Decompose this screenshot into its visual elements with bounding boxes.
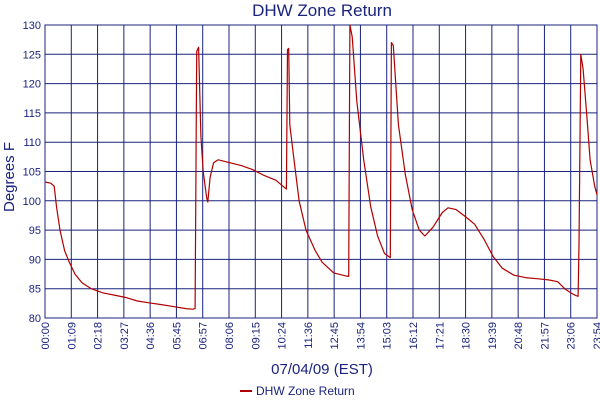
x-tick-label: 13:54	[355, 322, 367, 350]
x-tick-label: 09:15	[250, 322, 262, 350]
x-axis-label: 07/04/09 (EST)	[271, 361, 373, 378]
x-tick-label: 08:06	[224, 322, 236, 350]
x-tick-label: 23:54	[592, 322, 600, 350]
legend-label: DHW Zone Return	[256, 384, 355, 398]
x-tick-label: 04:36	[145, 322, 157, 350]
y-tick-label: 120	[23, 79, 41, 91]
x-tick-label: 00:00	[40, 322, 52, 350]
x-tick-label: 12:45	[329, 322, 341, 350]
y-tick-label: 95	[29, 225, 41, 237]
y-tick-label: 100	[23, 196, 41, 208]
y-tick-label: 115	[23, 108, 41, 120]
y-tick-label: 130	[23, 20, 41, 32]
x-tick-label: 16:12	[408, 322, 420, 350]
x-tick-label: 11:36	[303, 322, 315, 349]
x-tick-label: 05:45	[171, 322, 183, 350]
y-tick-label: 105	[23, 167, 41, 179]
axis-ticks: 80 85 90 95 100 105 110 115 120 125 130 00:00 01:09 0…	[23, 20, 600, 350]
series-line	[44, 24, 598, 310]
x-tick-label: 17:21	[434, 322, 446, 350]
x-tick-label: 01:09	[66, 322, 78, 350]
x-tick-label: 10:24	[277, 322, 289, 350]
x-tick-label: 20:48	[513, 322, 525, 350]
y-tick-label: 85	[29, 284, 41, 296]
y-tick-label: 125	[23, 49, 41, 61]
y-tick-label: 80	[29, 313, 41, 325]
grid-lines	[44, 24, 598, 319]
x-tick-label: 06:57	[198, 322, 210, 350]
x-tick-label: 02:18	[93, 322, 105, 350]
x-tick-label: 15:03	[382, 322, 394, 350]
chart-title: DHW Zone Return	[252, 1, 392, 20]
x-tick-label: 21:57	[539, 322, 551, 350]
y-axis-label: Degrees F	[1, 142, 18, 212]
x-tick-label: 18:30	[461, 322, 473, 350]
x-tick-label: 23:06	[566, 322, 578, 350]
x-tick-label: 03:27	[119, 322, 131, 350]
x-tick-label: 19:39	[487, 322, 499, 350]
legend: DHW Zone Return	[240, 384, 355, 398]
y-tick-label: 90	[29, 254, 41, 266]
y-tick-label: 110	[23, 137, 41, 149]
series-layer	[44, 24, 598, 310]
plot-frame	[44, 24, 598, 319]
